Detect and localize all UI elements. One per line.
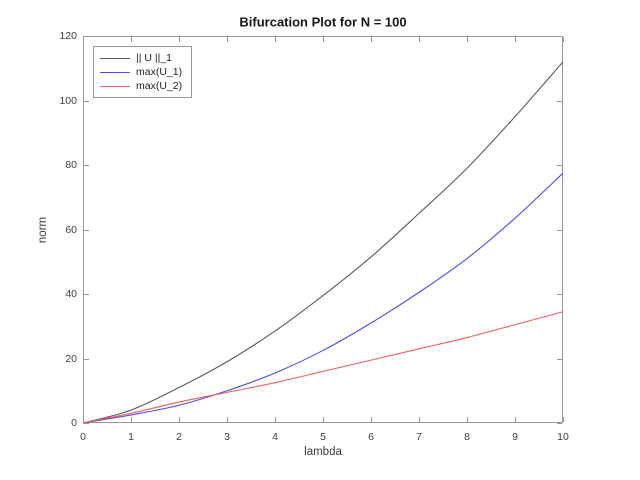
y-tick-label: 0 (71, 417, 77, 429)
legend-line-swatch (100, 71, 130, 73)
legend-line-swatch (100, 85, 130, 87)
x-tick-label: 5 (320, 431, 326, 443)
legend-line-swatch (100, 57, 130, 59)
x-tick-label: 0 (80, 431, 86, 443)
legend-item: || U ||_1 (100, 51, 182, 65)
series-curve-1 (82, 172, 564, 424)
y-tick-label: 60 (65, 223, 77, 236)
x-tick-label: 6 (368, 431, 374, 443)
legend-label: max(U_2) (136, 80, 183, 92)
legend-label: max(U_1) (136, 66, 183, 78)
x-tick-label: 1 (128, 431, 134, 443)
x-tick-label: 3 (224, 431, 230, 443)
legend-item: max(U_2) (100, 79, 182, 93)
x-tick-label: 10 (557, 431, 569, 443)
x-tick-label: 7 (416, 431, 422, 443)
y-tick-label: 40 (65, 288, 77, 300)
x-tick-label: 2 (176, 431, 182, 443)
chart-title: Bifurcation Plot for N = 100 (239, 14, 407, 30)
legend-label: || U ||_1 (136, 52, 173, 64)
y-tick-label: 20 (65, 352, 77, 365)
x-tick-label: 9 (512, 431, 518, 443)
plot-canvas (82, 36, 564, 424)
axes-box (83, 36, 563, 423)
y-tick-label: 120 (59, 30, 77, 42)
series-curve-0 (82, 61, 564, 424)
series-curve-2 (82, 311, 564, 424)
legend-item: max(U_1) (100, 65, 182, 79)
y-tick-label: 80 (65, 159, 77, 171)
x-tick-label: 4 (272, 431, 278, 443)
x-tick-label: 8 (464, 431, 470, 443)
y-tick-label: 100 (59, 94, 77, 107)
x-axis-label: lambda (304, 446, 342, 458)
plot-area: || U ||_1 max(U_1) max(U_2) (82, 36, 564, 424)
legend: || U ||_1 max(U_1) max(U_2) (93, 46, 193, 98)
